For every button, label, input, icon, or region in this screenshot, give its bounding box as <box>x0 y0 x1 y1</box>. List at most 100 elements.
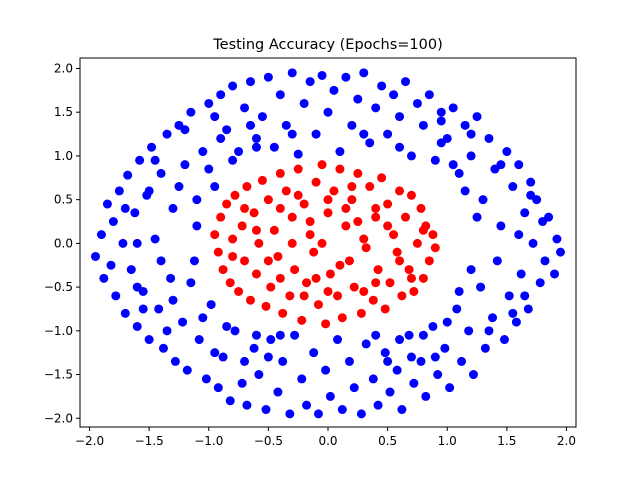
data-point <box>162 129 172 139</box>
data-point <box>511 317 521 327</box>
data-point <box>329 186 339 196</box>
data-point <box>210 348 220 358</box>
data-point <box>168 295 178 305</box>
data-point <box>349 282 359 292</box>
data-point <box>452 304 462 314</box>
data-point <box>436 107 446 117</box>
data-point <box>251 142 261 152</box>
data-point <box>305 217 315 227</box>
data-point <box>349 383 359 393</box>
data-point <box>174 182 184 192</box>
data-point <box>266 335 276 345</box>
data-point <box>204 164 214 174</box>
data-point <box>263 195 273 205</box>
data-point <box>287 212 297 222</box>
data-point <box>412 238 422 248</box>
data-point <box>299 98 309 108</box>
data-point <box>442 317 452 327</box>
data-point <box>466 129 476 139</box>
data-point <box>397 405 407 415</box>
chart-title: Testing Accuracy (Epochs=100) <box>212 37 443 53</box>
data-point <box>166 273 176 283</box>
data-point <box>416 203 426 213</box>
data-point <box>275 203 285 213</box>
data-point <box>254 238 264 248</box>
data-point <box>120 308 130 318</box>
data-point <box>138 304 148 314</box>
data-point <box>218 265 228 275</box>
data-point <box>182 365 192 375</box>
data-point <box>347 182 357 192</box>
data-point <box>194 335 204 345</box>
data-point <box>240 356 250 366</box>
data-point <box>216 133 226 143</box>
data-point <box>278 308 288 318</box>
data-point <box>170 356 180 366</box>
data-point <box>285 291 295 301</box>
data-point <box>409 286 419 296</box>
data-point <box>514 160 524 170</box>
data-point <box>371 278 381 288</box>
data-point <box>201 374 211 384</box>
data-point <box>309 348 319 358</box>
data-point <box>476 282 486 292</box>
data-point <box>371 212 381 222</box>
data-point <box>359 68 369 78</box>
data-point <box>514 230 524 240</box>
data-point <box>484 326 494 336</box>
data-point <box>313 300 323 310</box>
data-point <box>377 173 387 183</box>
data-point <box>389 90 399 100</box>
data-point <box>261 301 271 311</box>
data-point <box>496 221 506 231</box>
data-point <box>150 234 160 244</box>
data-point <box>385 387 395 397</box>
data-point <box>309 247 319 257</box>
x-tick-label: 2.0 <box>557 434 576 448</box>
data-point <box>464 326 474 336</box>
data-point <box>302 278 312 288</box>
data-point <box>337 313 347 323</box>
data-point <box>406 190 416 200</box>
data-point <box>395 256 405 266</box>
data-point <box>454 168 464 178</box>
data-point <box>383 221 393 231</box>
data-point <box>251 225 261 235</box>
data-point <box>454 286 464 296</box>
x-tick-label: −1.0 <box>194 434 223 448</box>
data-point <box>269 225 279 235</box>
data-point <box>198 147 208 157</box>
data-point <box>377 81 387 91</box>
y-tick-label: 1.5 <box>54 105 73 119</box>
data-point <box>99 273 109 283</box>
data-point <box>144 186 154 196</box>
data-point <box>347 195 357 205</box>
data-point <box>246 120 255 130</box>
data-point <box>225 396 235 406</box>
data-point <box>156 168 166 178</box>
data-point <box>311 129 321 139</box>
data-point <box>132 238 142 248</box>
data-point <box>484 133 494 143</box>
data-point <box>293 164 303 174</box>
data-point <box>230 326 240 336</box>
data-point <box>335 147 345 157</box>
data-point <box>359 286 369 296</box>
data-point <box>472 112 482 122</box>
data-point <box>365 138 375 148</box>
data-point <box>508 182 518 192</box>
data-point <box>353 168 363 178</box>
data-point <box>287 238 297 248</box>
data-point <box>321 319 331 329</box>
data-point <box>496 160 506 170</box>
data-point <box>371 330 381 340</box>
data-point <box>305 77 315 87</box>
data-point <box>204 98 214 108</box>
data-point <box>368 374 378 384</box>
data-point <box>278 356 288 366</box>
data-point <box>189 256 199 266</box>
data-point <box>430 352 440 362</box>
data-point <box>504 291 514 301</box>
data-point <box>302 400 312 410</box>
